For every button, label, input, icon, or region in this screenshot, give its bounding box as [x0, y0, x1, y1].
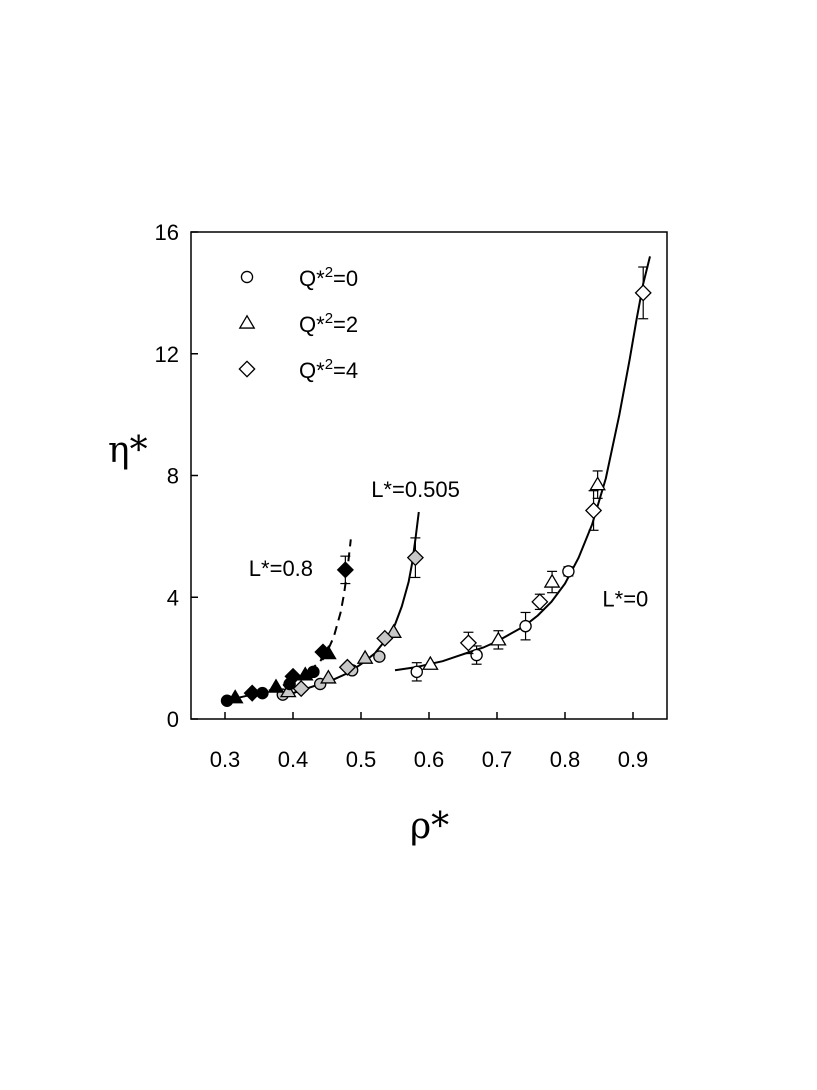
- x-tick-label: 0.7: [482, 747, 513, 772]
- data-point-diamond: [531, 593, 549, 611]
- x-tick-label: 0.8: [550, 747, 581, 772]
- x-tick-label: 0.4: [278, 747, 309, 772]
- fit-curve-L0: [394, 256, 651, 672]
- legend-label: Q*2=2: [299, 310, 358, 337]
- legend: Q*2=0 Q*2=2 Q*2=4: [238, 264, 358, 383]
- plot-area: [190, 231, 668, 720]
- x-tick-label: 0.5: [346, 747, 377, 772]
- legend-marker-triangle: [238, 314, 256, 329]
- data-point-triangle: [320, 669, 337, 684]
- curve-label: L*=0.8: [249, 556, 313, 581]
- curve-label: L*=0: [602, 586, 648, 611]
- x-axis-title: ρ*: [410, 806, 449, 847]
- data-point-diamond: [314, 643, 332, 661]
- y-tick-label: 0: [167, 707, 179, 732]
- data-point-diamond: [243, 684, 261, 702]
- data-point-diamond: [292, 679, 310, 698]
- data-point-triangle: [490, 631, 507, 646]
- data-point-triangle: [267, 678, 285, 693]
- x-tick-label: 0.9: [618, 747, 649, 772]
- legend-label: Q*2=4: [299, 356, 358, 383]
- data-point-triangle: [589, 476, 606, 491]
- x-tick-label: 0.6: [414, 747, 445, 772]
- y-axis-ticks: 0 4 8 12 16: [155, 220, 198, 732]
- data-point-triangle: [543, 573, 561, 588]
- data-point-diamond: [284, 667, 302, 685]
- data-point-triangle: [385, 623, 402, 638]
- x-tick-label: 0.3: [210, 747, 241, 772]
- data-point-circle: [373, 650, 386, 663]
- data-point-triangle: [279, 683, 297, 698]
- data-point-circle: [410, 665, 423, 679]
- data-point-diamond: [338, 658, 356, 676]
- y-tick-label: 4: [167, 585, 179, 610]
- data-point-diamond: [406, 549, 424, 567]
- data-points: [220, 266, 652, 707]
- legend-marker-diamond: [238, 360, 256, 378]
- data-point-diamond: [584, 501, 603, 520]
- y-tick-label: 12: [155, 342, 179, 367]
- curve-label: L*=0.505: [371, 477, 460, 502]
- data-point-triangle: [226, 689, 244, 704]
- data-point-circle: [470, 648, 483, 662]
- data-point-diamond: [634, 284, 652, 302]
- data-point-diamond: [376, 629, 394, 647]
- x-axis-ticks: 0.3 0.4 0.5 0.6 0.7 0.8 0.9: [210, 712, 649, 772]
- legend-marker-circle: [240, 270, 254, 284]
- y-tick-label: 16: [155, 220, 179, 245]
- data-point-diamond: [336, 561, 354, 579]
- data-point-circle: [519, 619, 532, 633]
- legend-label: Q*2=0: [299, 264, 358, 291]
- data-point-circle: [562, 565, 575, 578]
- data-point-triangle: [422, 655, 439, 670]
- data-point-triangle: [296, 666, 314, 681]
- data-point-triangle: [356, 649, 374, 664]
- data-point-diamond: [459, 634, 478, 652]
- y-axis-title: η*: [108, 430, 148, 471]
- y-tick-label: 8: [167, 464, 179, 489]
- curve-annotations: L*=0.8 L*=0.505 L*=0: [249, 477, 648, 612]
